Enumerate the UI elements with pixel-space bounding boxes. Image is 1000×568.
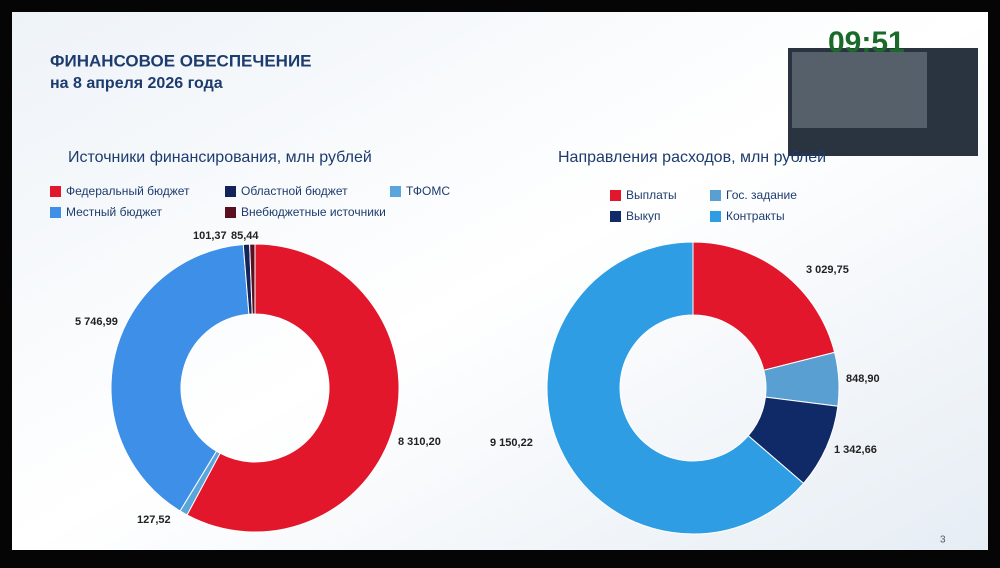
legend-label: ТФОМС bbox=[406, 184, 450, 198]
legend-swatch bbox=[610, 211, 621, 222]
legend-swatch bbox=[50, 186, 61, 197]
legend-swatch bbox=[710, 211, 721, 222]
legend-label: Выкуп bbox=[626, 209, 661, 223]
data-label: 101,37 bbox=[193, 230, 227, 242]
legend-swatch bbox=[225, 207, 236, 218]
data-label: 848,90 bbox=[846, 373, 880, 385]
donut-slice bbox=[186, 243, 400, 533]
chart-title: Направления расходов, млн рублей bbox=[558, 149, 826, 166]
legend-swatch bbox=[50, 207, 61, 218]
data-label: 1 342,66 bbox=[834, 444, 877, 456]
clock: 09:51 bbox=[828, 26, 905, 59]
data-label: 5 746,99 bbox=[75, 316, 118, 328]
data-label: 85,44 bbox=[231, 230, 259, 242]
legend-label: Контракты bbox=[726, 209, 785, 223]
legend-label: Местный бюджет bbox=[66, 205, 163, 219]
legend-label: Федеральный бюджет bbox=[66, 184, 190, 198]
donut-slice bbox=[110, 243, 250, 512]
legend-swatch bbox=[390, 186, 401, 197]
slide-subtitle: на 8 апреля 2026 года bbox=[50, 75, 223, 92]
donut-slice bbox=[249, 243, 256, 315]
page-number: 3 bbox=[940, 535, 946, 546]
data-label: 9 150,22 bbox=[490, 437, 533, 449]
legend-swatch bbox=[710, 190, 721, 201]
video-main bbox=[792, 52, 927, 128]
legend-swatch bbox=[610, 190, 621, 201]
data-label: 3 029,75 bbox=[806, 264, 849, 276]
legend-label: Гос. задание bbox=[726, 188, 797, 202]
legend-label: Областной бюджет bbox=[241, 184, 348, 198]
legend-label: Выплаты bbox=[626, 188, 677, 202]
legend-swatch bbox=[225, 186, 236, 197]
chart-title: Источники финансирования, млн рублей bbox=[68, 149, 372, 166]
legend-label: Внебюджетные источники bbox=[241, 205, 386, 219]
slide-title: ФИНАНСОВОЕ ОБЕСПЕЧЕНИЕ bbox=[50, 51, 312, 70]
donut-slice bbox=[546, 241, 805, 535]
donut-slice bbox=[692, 241, 836, 371]
data-label: 8 310,20 bbox=[398, 436, 441, 448]
data-label: 127,52 bbox=[137, 514, 171, 526]
